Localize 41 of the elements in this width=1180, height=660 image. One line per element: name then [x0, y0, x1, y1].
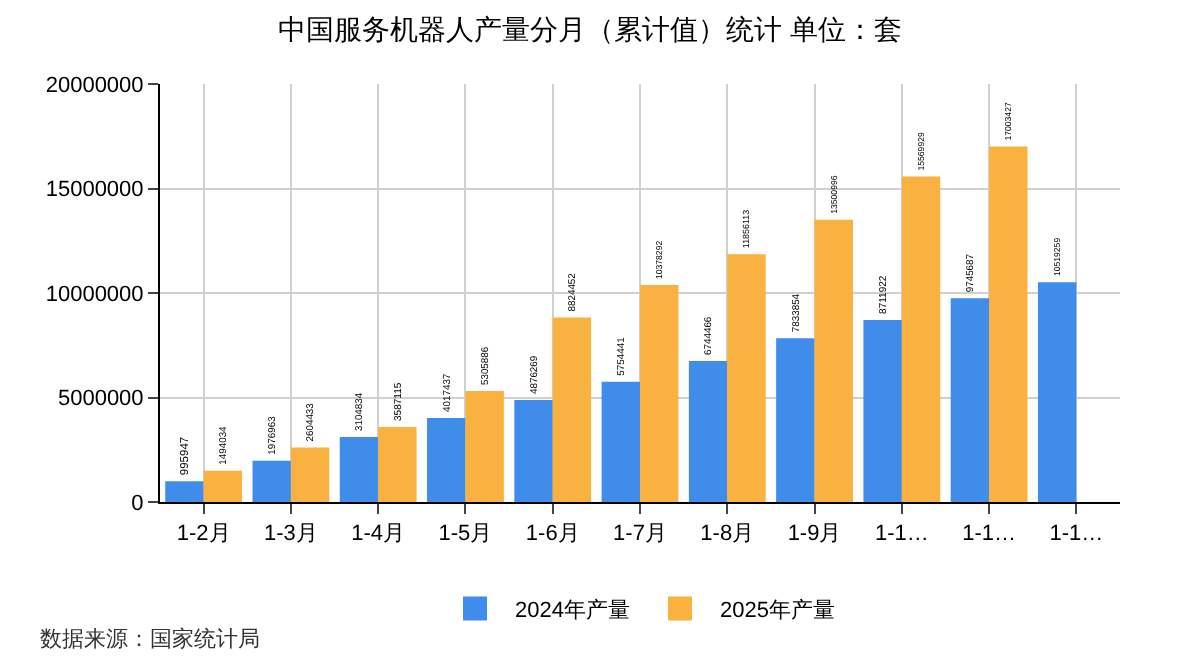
chart-title: 中国服务机器人产量分月（累计值）统计 单位：套	[278, 13, 902, 46]
bar	[203, 470, 243, 502]
bar	[252, 460, 291, 502]
bar	[339, 437, 379, 502]
bar	[989, 146, 1028, 502]
bar	[290, 447, 330, 502]
bar	[378, 427, 417, 502]
bar	[1037, 282, 1077, 502]
bar	[950, 298, 990, 502]
y-tick-label: 20000000	[45, 73, 144, 98]
bar	[688, 361, 728, 502]
source-note: 数据来源：国家统计局	[40, 626, 260, 652]
x-tick-label: 1-1…	[962, 522, 1017, 547]
x-tick-label: 1-7月	[613, 522, 667, 547]
legend-label: 2024年产量	[515, 597, 630, 624]
x-tick-label: 1-1…	[874, 522, 929, 547]
bar	[727, 254, 766, 502]
bar	[814, 219, 853, 502]
x-tick-label: 1-6月	[525, 522, 580, 547]
bar	[776, 338, 815, 502]
bar	[514, 400, 553, 502]
y-tick-label: 5000000	[57, 387, 144, 412]
bar	[863, 319, 902, 502]
x-tick-label: 1-9月	[787, 522, 842, 547]
x-tick-label: 1-5月	[438, 522, 493, 547]
legend-label: 2025年产量	[719, 597, 835, 624]
x-tick-label: 1-4月	[351, 522, 406, 547]
bar	[640, 285, 679, 502]
y-tick-label: 10000000	[45, 282, 144, 307]
bar	[465, 391, 504, 502]
bar	[601, 381, 640, 502]
y-tick-label: 15000000	[45, 178, 144, 203]
x-tick-label: 1-1…	[1049, 522, 1104, 547]
x-tick-label: 1-2月	[176, 522, 231, 547]
bar	[552, 317, 592, 502]
y-tick-label: 0	[131, 491, 144, 516]
bar	[901, 176, 941, 502]
bar	[427, 418, 466, 502]
x-tick-label: 1-8月	[700, 522, 755, 547]
x-tick-label: 1-3月	[263, 522, 318, 547]
bar	[165, 481, 204, 502]
